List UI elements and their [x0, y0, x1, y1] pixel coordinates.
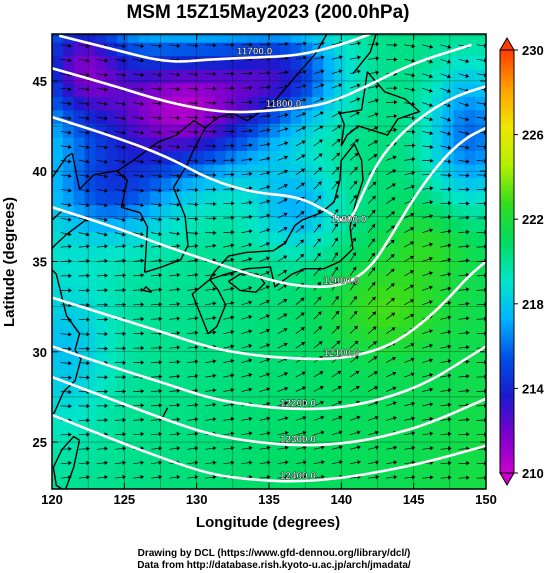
- contour-label: 12100.0: [323, 348, 360, 359]
- x-axis: 120 125 130 135 140 145 150: [41, 34, 497, 507]
- y-tick-label: 30: [33, 345, 47, 360]
- height-contours: 11700.0 11800.0 11900.0 12000.0 12100.0 12200…: [52, 34, 486, 483]
- x-tick-label: 130: [186, 492, 208, 507]
- colorbar-tick-label: 218: [522, 297, 544, 312]
- chart-title: MSM 15Z15May2023 (200.0hPa): [126, 2, 409, 23]
- x-tick-label: 135: [258, 492, 280, 507]
- contour-label: 12300.0: [280, 435, 317, 446]
- y-tick-label: 40: [33, 164, 47, 179]
- x-tick-label: 125: [113, 492, 135, 507]
- footer-credit-drawing: Drawing by DCL (https://www.gfd-dennou.o…: [137, 548, 411, 559]
- x-tick-label: 150: [475, 492, 497, 507]
- grid: [52, 34, 486, 489]
- x-tick-label: 145: [403, 492, 425, 507]
- colorbar-tick-label: 222: [522, 212, 544, 227]
- y-axis: 25 30 35 40 45: [33, 74, 486, 450]
- colorbar-top-arrow: [499, 37, 515, 51]
- colorbar-tick-label: 214: [522, 381, 544, 396]
- colorbar-tick-label: 210: [522, 466, 544, 481]
- y-tick-label: 35: [33, 255, 47, 270]
- contour-label: 12400.0: [280, 471, 317, 482]
- colorbar-bottom-arrow: [499, 472, 515, 486]
- x-tick-label: 140: [330, 492, 352, 507]
- contour-label: 12200.0: [280, 399, 317, 410]
- colorbar: 210 214 218 222 226 230: [499, 37, 544, 486]
- colorbar-tick-label: 230: [522, 43, 544, 58]
- y-tick-label: 25: [33, 435, 47, 450]
- contour-label: 11900.0: [331, 214, 367, 225]
- contour-label: 11700.0: [237, 47, 273, 58]
- x-tick-label: 120: [41, 492, 63, 507]
- y-tick-label: 45: [33, 74, 47, 89]
- y-axis-label: Latitude (degrees): [1, 197, 18, 327]
- contour-label: 12000.0: [323, 276, 360, 287]
- colorbar-tick-label: 226: [522, 128, 544, 143]
- x-axis-label: Longitude (degrees): [196, 514, 340, 531]
- footer-credit-data: Data from http://database.rish.kyoto-u.a…: [137, 560, 411, 571]
- contour-label: 11800.0: [266, 99, 302, 110]
- colorbar-gradient: [499, 49, 515, 474]
